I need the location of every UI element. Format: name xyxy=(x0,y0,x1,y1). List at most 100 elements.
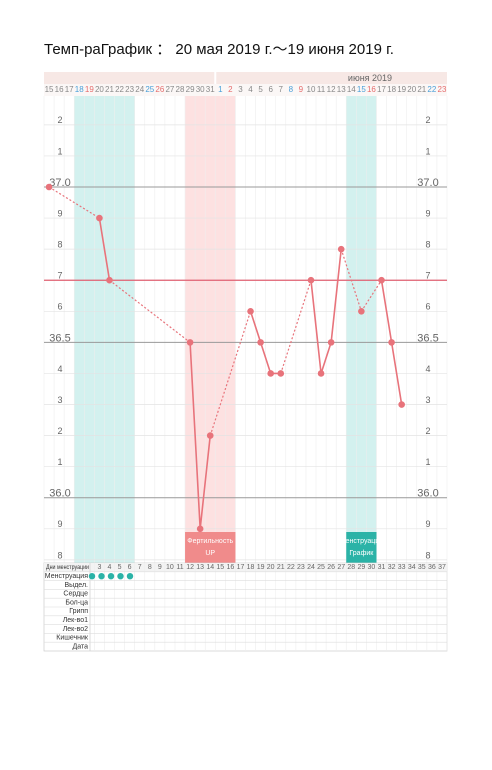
cycle-day: 25 xyxy=(317,564,325,571)
cycle-day: 24 xyxy=(307,564,315,571)
date-row xyxy=(44,84,447,96)
y-tick-label: 36.0 xyxy=(49,488,70,500)
cycle-day: 22 xyxy=(287,564,295,571)
gap-connector xyxy=(209,311,252,436)
day-row-label: Дни менструации xyxy=(46,564,89,571)
cycle-day: 19 xyxy=(257,564,265,571)
x-tick-label: 16 xyxy=(55,85,64,94)
y-tick-label: 2 xyxy=(57,115,62,125)
point xyxy=(358,308,365,315)
moon-icon xyxy=(98,573,105,580)
cycle-day: 32 xyxy=(388,564,396,571)
gap-connector xyxy=(48,186,100,219)
point xyxy=(45,183,53,191)
band-label: Фертильность UP xyxy=(185,532,236,563)
chart-title: Темп-раГрафик ： 20 мая 2019 г.～19 июня 2… xyxy=(44,41,394,58)
x-tick-label: 30 xyxy=(196,85,205,94)
x-tick-label: 31 xyxy=(206,85,215,94)
cycle-day: 23 xyxy=(297,564,305,571)
x-tick-label: 25 xyxy=(145,85,154,94)
x-tick-label: 3 xyxy=(238,85,243,94)
y-tick-label: 9 xyxy=(57,208,62,218)
point xyxy=(337,245,345,253)
row-label: Менструация xyxy=(45,573,88,580)
band-label-box xyxy=(185,532,236,563)
x-tick-label: 23 xyxy=(125,85,134,94)
y-tick-label: 4 xyxy=(425,364,430,374)
row-label: Кишечник xyxy=(56,635,89,642)
x-tick-label: 20 xyxy=(407,85,416,94)
x-tick-label: 27 xyxy=(165,85,174,94)
band-label-text: Менструация xyxy=(340,538,383,545)
y-tick-label: 2 xyxy=(425,426,430,436)
y-tick-label: 7 xyxy=(57,271,62,281)
point xyxy=(327,339,335,346)
point xyxy=(388,339,395,346)
band-label-box xyxy=(346,532,377,563)
row-label: Дата xyxy=(72,643,88,650)
x-tick-label: 18 xyxy=(387,85,396,94)
y-tick-label: 9 xyxy=(425,208,430,218)
cycle-day: 30 xyxy=(368,564,376,571)
y-tick-label: 6 xyxy=(57,302,62,312)
y-tick-label: 9 xyxy=(425,519,430,529)
row-label: Лек-во2 xyxy=(63,626,88,633)
row-label: Сердце xyxy=(63,591,88,598)
cycle-day: 13 xyxy=(196,564,204,571)
cycle-day: 35 xyxy=(418,564,426,571)
y-tick-label: 2 xyxy=(57,426,62,436)
y-tick-label: 3 xyxy=(425,395,430,405)
moon-icon xyxy=(107,573,115,580)
x-tick-label: 18 xyxy=(75,85,84,94)
x-tick-label: 28 xyxy=(176,85,185,94)
y-tick-label: 8 xyxy=(57,550,62,560)
point xyxy=(247,308,254,315)
x-tick-label: 9 xyxy=(299,85,304,94)
line-piece xyxy=(249,311,281,375)
cycle-day: 10 xyxy=(166,564,174,571)
band-label-text: Фертильность xyxy=(187,538,233,545)
x-tick-label: 19 xyxy=(397,85,406,94)
point xyxy=(196,525,204,533)
cycle-day: 27 xyxy=(337,564,345,571)
x-tick-label: 21 xyxy=(417,85,426,94)
y-tick-label: 1 xyxy=(57,146,62,156)
y-tick-label: 7 xyxy=(425,271,430,281)
point xyxy=(317,370,325,377)
cycle-day: 3 xyxy=(97,564,101,571)
band-label-text: График xyxy=(349,550,374,557)
cycle-day: 16 xyxy=(226,564,234,571)
y-tick-label: 36.5 xyxy=(417,332,438,344)
x-tick-label: 29 xyxy=(186,85,195,94)
point xyxy=(106,276,113,284)
point xyxy=(186,339,194,346)
x-tick-label: 10 xyxy=(307,85,316,94)
cycle-day: 7 xyxy=(138,564,142,571)
row-label: Лек-во1 xyxy=(63,617,88,624)
point xyxy=(378,276,385,284)
cycle-day: 9 xyxy=(158,564,162,571)
y-tick-label: 8 xyxy=(425,240,430,250)
gap-connector xyxy=(109,279,191,343)
x-tick-label: 16 xyxy=(367,85,376,94)
x-tick-label: 5 xyxy=(258,85,263,94)
point xyxy=(206,432,214,439)
x-tick-label: 26 xyxy=(155,85,164,94)
point xyxy=(96,214,103,222)
y-tick-label: 6 xyxy=(425,302,430,312)
y-tick-label: 9 xyxy=(57,519,62,529)
point xyxy=(307,276,315,284)
x-tick-label: 2 xyxy=(228,85,233,94)
y-tick-label: 36.0 xyxy=(417,488,438,500)
point xyxy=(277,370,285,377)
x-tick-label: 1 xyxy=(218,85,223,94)
x-tick-label: 23 xyxy=(438,85,447,94)
y-tick-label: 3 xyxy=(57,395,62,405)
cycle-day: 6 xyxy=(128,564,132,571)
x-tick-label: 11 xyxy=(317,85,326,94)
x-tick-label: 24 xyxy=(135,85,144,94)
row-label: Бол-ца xyxy=(65,599,88,606)
y-tick-label: 1 xyxy=(425,146,430,156)
cycle-day: 33 xyxy=(398,564,406,571)
moon-icon xyxy=(117,573,124,580)
